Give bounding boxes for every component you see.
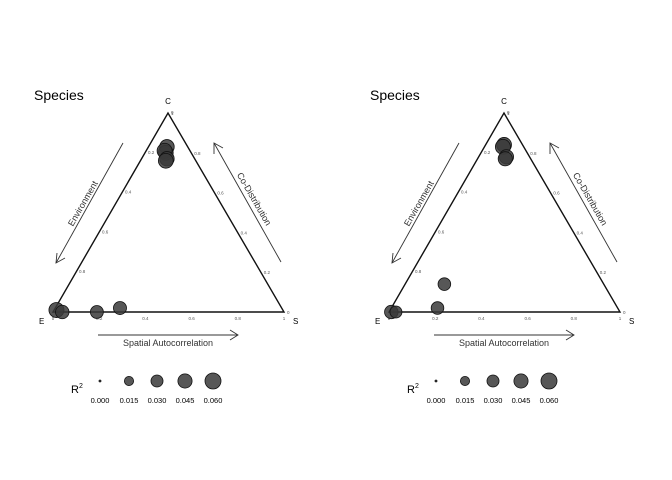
- vertex-label-left: E: [39, 317, 44, 326]
- tick-label-codistribution: 0.6: [553, 191, 560, 196]
- tick-label-environment: 0.2: [484, 150, 491, 155]
- legend-title-superscript: 2: [79, 383, 83, 390]
- data-point: [497, 151, 513, 167]
- tick-label-environment: 0: [507, 110, 510, 115]
- tick-label-codistribution: 0.4: [577, 230, 584, 235]
- axis-label-codistribution: Co-Distribution: [235, 171, 273, 228]
- vertex-label-left: E: [375, 317, 380, 326]
- legend-key: [459, 375, 470, 386]
- codistribution-arrow: [213, 142, 282, 263]
- tick-label-spatial: 0.2: [96, 316, 103, 321]
- axis-label-environment: Environment: [402, 179, 436, 228]
- vertex-label-right: S: [293, 317, 298, 326]
- tick-label-environment: 0: [171, 110, 174, 115]
- tick-label-spatial: 1: [619, 316, 622, 321]
- legend-key: [98, 379, 102, 383]
- environment-arrowhead: [55, 252, 66, 264]
- data-point: [157, 152, 174, 169]
- environment-arrow: [55, 142, 124, 264]
- legend-label: 0.045: [176, 396, 195, 405]
- spatial-arrowhead: [565, 329, 575, 341]
- tick-label-codistribution: 0.2: [264, 270, 271, 275]
- legend-label: 0.045: [512, 396, 531, 405]
- chart-title: Species: [34, 87, 84, 103]
- tick-label-codistribution: 0.6: [217, 191, 224, 196]
- environment-arrow: [391, 142, 460, 264]
- axis-label-codistribution: Co-Distribution: [571, 171, 609, 228]
- tick-label-spatial: 0.4: [142, 316, 149, 321]
- tick-label-environment: 0.2: [148, 150, 155, 155]
- tick-label-spatial: 0.8: [235, 316, 242, 321]
- data-point: [90, 305, 104, 319]
- tick-label-spatial: 1: [283, 316, 286, 321]
- tick-label-spatial: 0.4: [478, 316, 485, 321]
- vertex-label-right: S: [629, 317, 634, 326]
- legend-label: 0.015: [120, 396, 139, 405]
- legend-label: 0.030: [484, 396, 503, 405]
- legend-key: [124, 375, 135, 386]
- tick-label-spatial: 0.8: [571, 316, 578, 321]
- tick-label-environment: 0.4: [125, 190, 132, 195]
- axis-label-spatial: Spatial Autocorrelation: [459, 338, 549, 348]
- legend-key: [540, 372, 558, 390]
- ternary-panel-2: SpeciesCES0000.20.20.20.40.40.40.60.60.6…: [370, 87, 634, 405]
- tick-label-spatial: 0.6: [524, 316, 531, 321]
- tick-label-environment: 0.6: [438, 229, 445, 234]
- legend-key: [513, 373, 529, 389]
- axis-label-spatial: Spatial Autocorrelation: [123, 338, 213, 348]
- legend-title: R2: [407, 383, 419, 396]
- vertex-label-top: C: [501, 97, 507, 106]
- tick-label-codistribution: 0.2: [600, 270, 607, 275]
- ternary-frame: [387, 111, 622, 313]
- tick-label-environment: 0.6: [102, 229, 109, 234]
- tick-label-spatial: 0: [52, 316, 55, 321]
- data-point: [55, 304, 70, 320]
- legend-label: 0.060: [204, 396, 223, 405]
- legend-key: [434, 379, 438, 383]
- tick-label-codistribution: 1: [171, 111, 174, 116]
- vertex-label-top: C: [165, 97, 171, 106]
- spatial-arrowhead: [229, 329, 239, 341]
- axis-label-environment: Environment: [66, 179, 100, 228]
- tick-label-codistribution: 0: [287, 310, 290, 315]
- legend-title-superscript: 2: [415, 383, 419, 390]
- legend-label: 0.015: [456, 396, 475, 405]
- data-point: [430, 301, 445, 315]
- legend-key: [486, 374, 500, 388]
- codistribution-arrow: [549, 142, 618, 263]
- legend-label: 0.000: [91, 396, 110, 405]
- data-point: [437, 277, 452, 291]
- tick-label-environment: 0.8: [79, 269, 86, 274]
- tick-label-environment: 0.8: [415, 269, 422, 274]
- data-point: [389, 305, 403, 319]
- data-point: [113, 301, 127, 315]
- codistribution-arrowhead: [549, 142, 560, 154]
- codistribution-arrowhead: [213, 142, 224, 154]
- ternary-frame: [51, 111, 286, 313]
- tick-label-codistribution: 0.8: [194, 151, 201, 156]
- tick-label-spatial: 0.2: [432, 316, 439, 321]
- legend-label: 0.000: [427, 396, 446, 405]
- legend-label: 0.060: [540, 396, 559, 405]
- tick-label-codistribution: 0.8: [530, 151, 537, 156]
- tick-label-codistribution: 0.4: [241, 230, 248, 235]
- legend-key: [150, 374, 164, 388]
- tick-label-codistribution: 0: [623, 310, 626, 315]
- tick-label-codistribution: 1: [507, 111, 510, 116]
- tick-label-environment: 0.4: [461, 190, 468, 195]
- legend-key: [177, 373, 193, 389]
- ternary-panel-1: Species CE S0000.20.20.20.40.40.40.60.60.6…: [34, 87, 298, 405]
- legend-title: R2: [71, 383, 83, 396]
- chart-title: Species: [370, 87, 420, 103]
- environment-arrowhead: [391, 252, 402, 264]
- legend-label: 0.030: [148, 396, 167, 405]
- legend-key: [204, 372, 222, 390]
- tick-label-spatial: 0.6: [188, 316, 195, 321]
